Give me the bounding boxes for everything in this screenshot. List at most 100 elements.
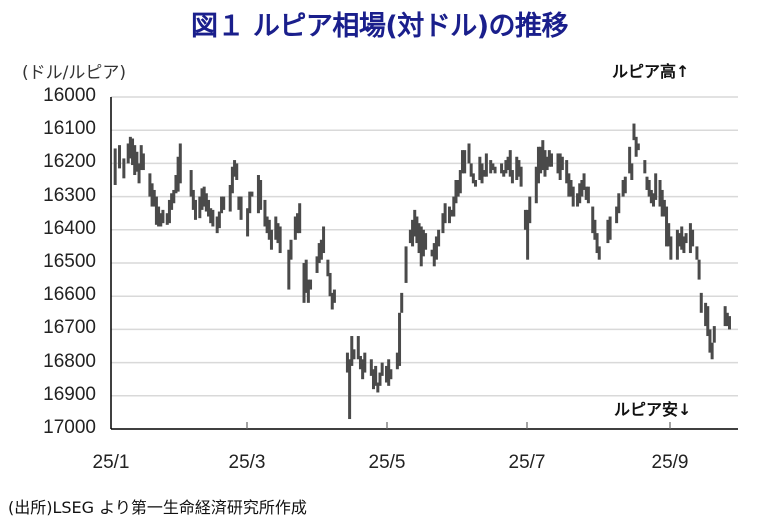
price-range-bar xyxy=(361,359,365,380)
price-range-bar xyxy=(606,219,610,244)
price-range-bar xyxy=(547,150,551,167)
price-range-bar xyxy=(302,263,306,303)
price-range-bar xyxy=(157,206,161,227)
price-range-bar xyxy=(198,196,202,219)
price-range-bar xyxy=(137,163,141,184)
price-range-bar xyxy=(326,259,330,277)
price-range-bar xyxy=(684,233,688,244)
price-range-bar xyxy=(309,279,313,290)
price-range-bar xyxy=(478,156,482,180)
price-range-bar xyxy=(484,153,488,177)
price-range-bar xyxy=(176,156,180,192)
price-range-bar xyxy=(688,223,692,254)
price-range-bar xyxy=(623,176,627,194)
price-range-bar xyxy=(230,166,234,194)
price-range-bar xyxy=(128,136,132,159)
y-tick-label: 16400 xyxy=(43,217,96,239)
price-range-bar xyxy=(274,216,278,240)
price-range-bar xyxy=(580,180,584,197)
price-range-bar xyxy=(480,163,484,184)
price-range-bar xyxy=(154,196,158,225)
x-tick-label: 25/1 xyxy=(92,452,130,473)
price-range-bar xyxy=(643,160,647,174)
price-range-bar xyxy=(536,146,540,184)
price-range-bar xyxy=(387,359,391,386)
price-range-bar xyxy=(586,186,590,204)
price-range-bar xyxy=(567,173,571,197)
price-range-bar xyxy=(133,145,137,176)
price-range-bar xyxy=(430,249,434,257)
y-tick-label: 17000 xyxy=(43,417,96,438)
price-range-bar xyxy=(348,359,352,420)
price-range-bar xyxy=(404,246,408,283)
price-range-bar xyxy=(293,216,297,240)
price-range-bar xyxy=(595,233,599,254)
price-range-bar xyxy=(571,186,575,207)
price-range-bar xyxy=(704,302,708,327)
price-range-bar xyxy=(256,175,260,214)
price-range-bar xyxy=(597,246,601,260)
price-range-bar xyxy=(378,372,382,386)
price-range-bar xyxy=(246,208,250,237)
price-range-bar xyxy=(456,180,460,197)
price-range-bar xyxy=(259,180,263,210)
price-range-bar xyxy=(296,213,300,234)
price-range-bar xyxy=(415,216,419,244)
price-range-bar xyxy=(541,140,545,171)
price-range-bar xyxy=(510,170,514,184)
price-range-bar xyxy=(141,153,145,171)
price-range-bar xyxy=(725,312,729,327)
price-range-bar xyxy=(408,229,412,244)
price-range-bar xyxy=(502,170,506,177)
price-range-bar xyxy=(400,292,404,313)
price-range-bar xyxy=(287,249,291,290)
price-range-bar xyxy=(159,213,163,227)
price-range-bar xyxy=(389,369,393,380)
price-range-bar xyxy=(608,216,612,240)
price-range-bar xyxy=(167,199,171,224)
price-range-bar xyxy=(228,184,232,212)
price-range-bar xyxy=(126,143,130,164)
y-tick-label: 16300 xyxy=(43,184,96,206)
price-range-bar xyxy=(454,180,458,204)
price-range-bar xyxy=(489,160,493,174)
y-tick-label: 16100 xyxy=(43,118,96,140)
price-range-bar xyxy=(161,209,165,224)
price-range-bar xyxy=(539,146,543,174)
price-range-bar xyxy=(363,352,367,373)
y-tick-label: 16000 xyxy=(43,85,96,106)
price-range-bar xyxy=(369,359,373,376)
price-range-bar xyxy=(200,188,204,210)
price-range-bar xyxy=(434,236,438,260)
price-range-bar xyxy=(385,365,389,383)
price-range-bar xyxy=(460,150,464,174)
price-range-bar xyxy=(591,206,595,234)
price-range-bar xyxy=(202,186,206,207)
price-range-bar xyxy=(543,150,547,177)
price-range-bar xyxy=(398,312,402,366)
price-range-bar xyxy=(558,153,562,180)
price-range-bar xyxy=(330,292,334,310)
price-range-bar xyxy=(654,173,658,200)
price-range-bar xyxy=(517,160,521,177)
price-range-bar xyxy=(467,143,471,164)
price-range-bar xyxy=(680,226,684,250)
source-note: (出所)LSEG より第一生命経済研究所作成 xyxy=(8,498,307,517)
price-range-bar xyxy=(139,145,143,171)
price-range-bar xyxy=(432,243,436,267)
price-range-bar xyxy=(278,226,282,254)
price-range-bar xyxy=(545,156,549,171)
price-range-bar xyxy=(332,289,336,303)
price-range-bar xyxy=(443,203,447,224)
price-range-bar xyxy=(491,163,495,171)
price-range-bar xyxy=(447,206,451,224)
price-range-bar xyxy=(678,233,682,247)
price-range-bar xyxy=(528,196,532,224)
price-range-bar xyxy=(322,226,326,254)
price-range-bar xyxy=(306,279,310,303)
price-range-bar xyxy=(647,180,651,197)
price-range-bar xyxy=(437,229,441,247)
price-range-bar xyxy=(441,213,445,234)
price-range-bar xyxy=(708,329,712,353)
